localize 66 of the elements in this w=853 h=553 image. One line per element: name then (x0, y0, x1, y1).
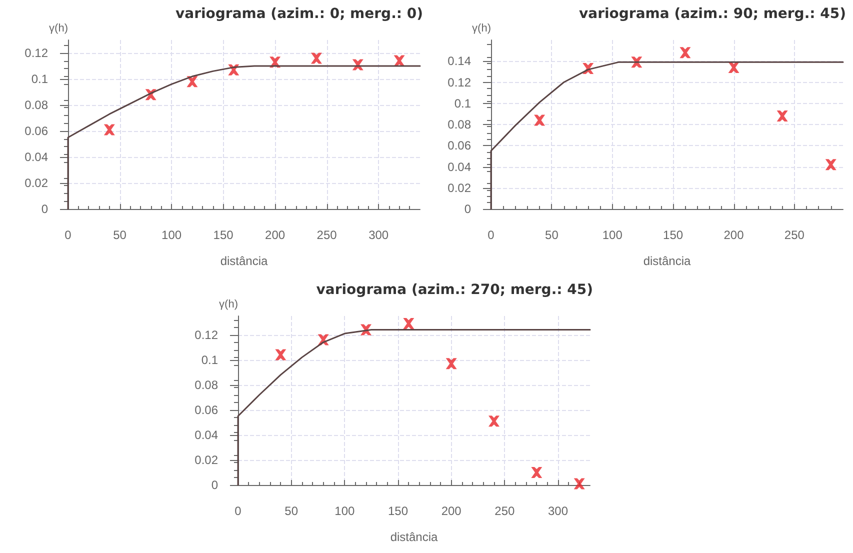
chart-title: variograma (azim.: 270; merg.: 45) (316, 282, 594, 298)
y-tick-label: 0.12 (448, 75, 472, 90)
x-tick-label: 0 (64, 228, 72, 242)
point (534, 114, 546, 126)
point (403, 318, 414, 330)
y-tick-label: 0.02 (24, 176, 48, 190)
x-tick-label: 300 (368, 228, 389, 242)
y-tick-label: 0.1 (201, 352, 218, 367)
y-tick-label: 0.1 (454, 96, 472, 110)
y-tick-label: 0.04 (24, 150, 48, 164)
x-axis-title: distância (643, 254, 691, 268)
chart-title: variograma (azim.: 90; merg.: 45) (579, 6, 846, 22)
x-tick-label: 250 (494, 504, 515, 518)
x-tick-label: 50 (113, 228, 127, 242)
x-tick-label: 150 (213, 228, 234, 242)
point (631, 56, 642, 68)
y-tick-label: 0.04 (448, 160, 472, 174)
y-tick-label: 0.12 (194, 328, 218, 342)
y-tick-label: 0.04 (194, 428, 218, 442)
x-tick-label: 100 (602, 228, 623, 242)
point (776, 110, 788, 122)
x-tick-label: 50 (545, 228, 559, 242)
y-tick-label: 0 (464, 202, 472, 216)
y-tick-label: 0.06 (448, 138, 472, 153)
y-tick-label: 0 (41, 202, 48, 216)
x-tick-label: 250 (316, 228, 338, 242)
x-tick-label: 250 (784, 228, 805, 242)
x-tick-label: 150 (663, 228, 684, 242)
y-axis-title: γ(h) (219, 298, 238, 310)
y-tick-label: 0.06 (194, 402, 218, 417)
x-tick-label: 100 (334, 504, 355, 518)
y-axis-title: γ(h) (49, 22, 68, 34)
point (531, 466, 542, 478)
y-tick-label: 0.08 (448, 118, 472, 132)
x-tick-label: 200 (724, 228, 744, 242)
x-tick-label: 100 (162, 228, 182, 242)
point (360, 324, 372, 336)
y-tick-label: 0.06 (24, 124, 48, 138)
point (825, 159, 836, 170)
x-tick-label: 0 (234, 504, 242, 518)
point (446, 358, 457, 370)
point (680, 47, 691, 58)
y-tick-label: 0.14 (448, 54, 472, 68)
point (488, 416, 500, 427)
point (310, 52, 322, 64)
point (574, 478, 585, 490)
point (186, 76, 198, 88)
y-tick-label: 0.08 (24, 98, 48, 112)
x-axis-title: distância (220, 254, 268, 268)
x-tick-label: 150 (388, 504, 408, 518)
x-tick-label: 200 (441, 504, 462, 518)
x-tick-label: 300 (548, 504, 568, 518)
point (104, 124, 115, 136)
x-tick-label: 0 (488, 228, 495, 242)
y-tick-label: 0.12 (24, 46, 48, 60)
y-tick-label: 0.1 (31, 72, 48, 86)
y-axis-title: γ(h) (472, 22, 491, 34)
x-tick-label: 50 (284, 504, 298, 518)
x-tick-label: 200 (265, 228, 286, 242)
chart-title: variograma (azim.: 0; merg.: 0) (176, 6, 424, 22)
point (275, 349, 286, 360)
y-tick-label: 0.08 (194, 378, 218, 392)
x-axis-title: distância (390, 530, 438, 544)
y-tick-label: 0.02 (194, 452, 218, 467)
y-tick-label: 0.02 (448, 180, 472, 195)
y-tick-label: 0 (211, 478, 218, 492)
